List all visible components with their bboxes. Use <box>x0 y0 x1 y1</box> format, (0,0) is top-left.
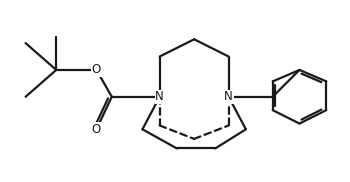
Text: O: O <box>92 64 101 76</box>
Text: O: O <box>92 123 101 136</box>
Text: N: N <box>155 90 164 103</box>
Text: N: N <box>224 90 233 103</box>
